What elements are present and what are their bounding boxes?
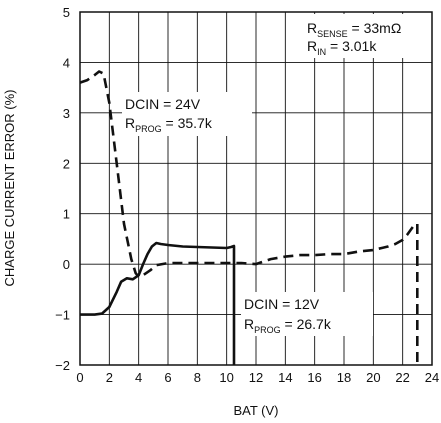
y-tick-label: −1 — [55, 308, 70, 323]
series-line-dashed — [79, 70, 419, 365]
y-tick-label: 4 — [63, 55, 70, 70]
x-tick-label: 2 — [106, 370, 113, 385]
y-tick-label: 3 — [63, 106, 70, 121]
annotation-rsense: RSENSE = 33mΩ — [307, 20, 401, 39]
x-tick-label: 4 — [135, 370, 142, 385]
y-tick-label: −2 — [55, 358, 70, 373]
annotation-rprog-26-7k: RPROG = 26.7k — [244, 316, 332, 335]
x-tick-label: 12 — [249, 370, 263, 385]
y-tick-label: 1 — [63, 207, 70, 222]
annotation-dcin-24v: DCIN = 24V — [125, 96, 201, 112]
y-tick-label: 2 — [63, 156, 70, 171]
y-axis-label: CHARGE CURRENT ERROR (%) — [2, 90, 17, 287]
x-tick-label: 8 — [194, 370, 201, 385]
y-tick-label: 5 — [63, 5, 70, 20]
x-tick-label: 0 — [76, 370, 83, 385]
x-tick-label: 14 — [278, 370, 292, 385]
y-tick-labels: −2 −1 0 1 2 3 4 5 — [55, 5, 70, 373]
x-axis-label: BAT (V) — [233, 403, 278, 418]
x-tick-label: 20 — [366, 370, 380, 385]
series-group — [79, 70, 419, 365]
x-tick-label: 10 — [219, 370, 233, 385]
x-tick-label: 6 — [164, 370, 171, 385]
x-tick-label: 18 — [337, 370, 351, 385]
x-tick-label: 22 — [395, 370, 409, 385]
annotation-bg-dcin12 — [241, 292, 373, 336]
series-line-solid — [80, 241, 236, 365]
x-tick-label: 24 — [425, 370, 439, 385]
x-tick-label: 16 — [307, 370, 321, 385]
y-tick-label: 0 — [63, 257, 70, 272]
annotation-bg-sense — [304, 14, 428, 58]
x-tick-labels: 0 2 4 6 8 10 12 14 16 18 20 22 24 — [76, 370, 439, 385]
annotation-bg-dcin24 — [122, 92, 252, 136]
annotation-rin: RIN = 3.01k — [307, 38, 377, 57]
annotation-rprog-35-7k: RPROG = 35.7k — [125, 115, 213, 134]
annotation-dcin-12v: DCIN = 12V — [244, 296, 320, 312]
